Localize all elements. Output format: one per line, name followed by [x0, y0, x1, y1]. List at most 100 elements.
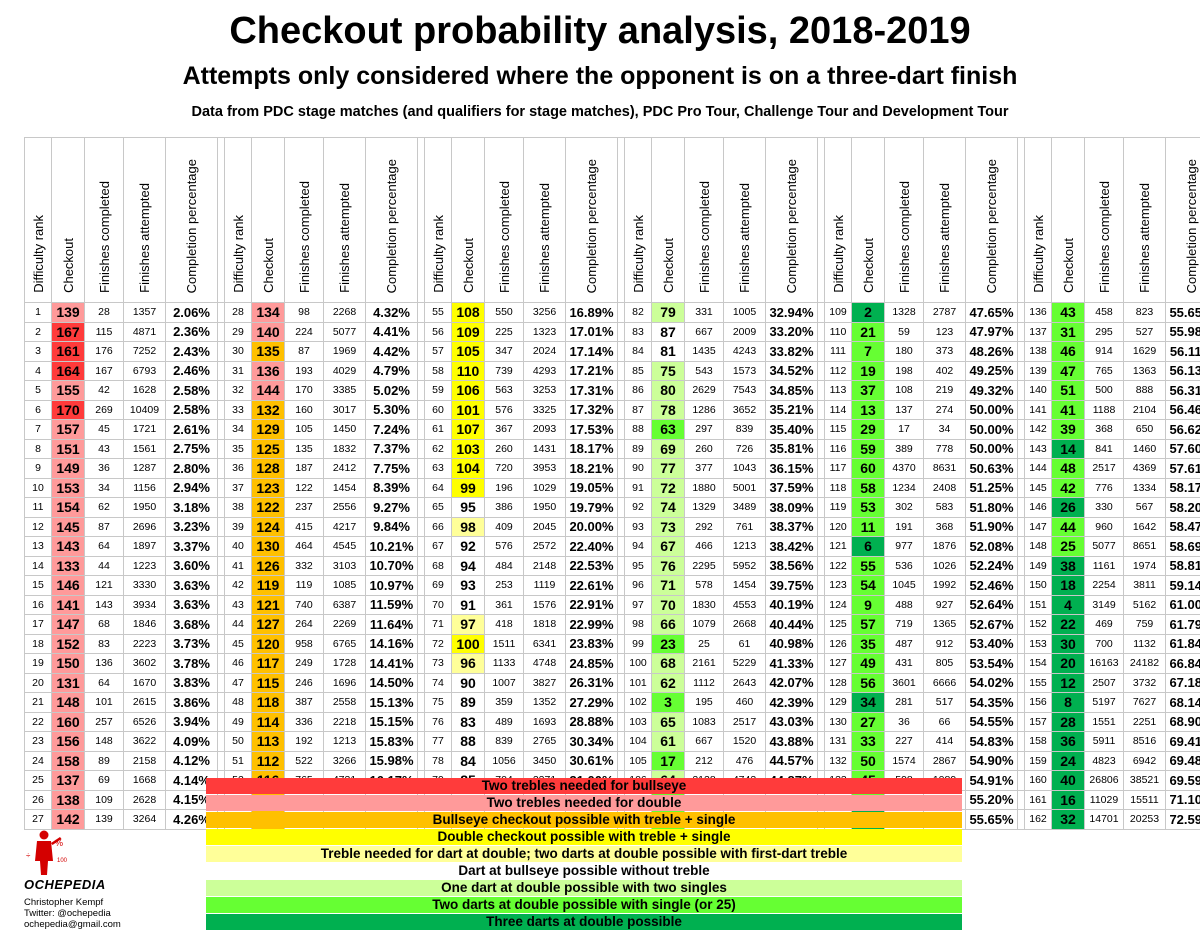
checkout-cell: 53 [851, 497, 885, 518]
checkout-cell: 44 [1051, 516, 1085, 537]
attempted-cell: 1029 [523, 477, 566, 498]
checkout-cell: 124 [251, 516, 285, 537]
rank-cell: 10 [24, 477, 52, 498]
rank-cell: 15 [24, 575, 52, 596]
pct-cell: 55.65% [965, 809, 1018, 830]
completed-cell: 1056 [484, 750, 524, 771]
checkout-cell: 92 [451, 536, 485, 557]
column-header: Finishes completed [284, 137, 324, 303]
completed-cell: 105 [284, 419, 324, 440]
pct-cell: 58.69% [1165, 536, 1200, 557]
completed-cell: 500 [1084, 380, 1124, 401]
attempted-cell: 3934 [123, 594, 166, 615]
block-separator [617, 575, 625, 596]
attempted-cell: 1323 [523, 321, 566, 342]
block-separator [417, 614, 425, 635]
block-separator [1017, 633, 1025, 654]
checkout-cell: 117 [251, 653, 285, 674]
block-separator [417, 672, 425, 693]
completed-cell: 2161 [684, 653, 724, 674]
block-separator [417, 302, 425, 323]
pct-cell: 10.21% [365, 536, 418, 557]
attempted-cell: 2269 [323, 614, 366, 635]
block-separator [817, 477, 825, 498]
rank-cell: 90 [624, 458, 652, 479]
rank-cell: 89 [624, 438, 652, 459]
block-separator [617, 516, 625, 537]
attempted-cell: 823 [1123, 302, 1166, 323]
rank-cell: 121 [824, 536, 852, 557]
pct-cell: 52.24% [965, 555, 1018, 576]
completed-cell: 1574 [884, 750, 924, 771]
table-row: 17 147 68 1846 3.68% 44 127 264 2269 11.64% 71 97 41… [24, 614, 1200, 635]
pct-cell: 4.15% [165, 789, 218, 810]
attempted-cell: 778 [923, 438, 966, 459]
attempted-cell: 761 [723, 516, 766, 537]
pct-cell: 3.83% [165, 672, 218, 693]
completed-cell: 2517 [1084, 458, 1124, 479]
attempted-cell: 7543 [723, 380, 766, 401]
checkout-cell: 7 [851, 341, 885, 362]
completed-cell: 958 [284, 633, 324, 654]
completed-cell: 1007 [484, 672, 524, 693]
checkout-cell: 23 [651, 633, 685, 654]
completed-cell: 115 [84, 321, 124, 342]
legend-item: One dart at double possible with two sin… [206, 880, 962, 896]
completed-cell: 2507 [1084, 672, 1124, 693]
block-separator [417, 711, 425, 732]
attempted-cell: 2628 [123, 789, 166, 810]
rank-cell: 74 [424, 672, 452, 693]
table-row: 10 153 34 1156 2.94% 37 123 122 1454 8.39% 64 99 196… [24, 477, 1200, 498]
attempted-cell: 1213 [323, 731, 366, 752]
pct-cell: 52.67% [965, 614, 1018, 635]
column-header: Difficulty rank [824, 137, 852, 303]
rank-cell: 96 [624, 575, 652, 596]
rank-cell: 63 [424, 458, 452, 479]
table-row: 3 161 176 7252 2.43% 30 135 87 1969 4.42% 57 105 347… [24, 341, 1200, 362]
completed-cell: 4823 [1084, 750, 1124, 771]
completed-cell: 62 [84, 497, 124, 518]
checkout-cell: 76 [651, 555, 685, 576]
pct-cell: 17.32% [565, 399, 618, 420]
rank-cell: 116 [824, 438, 852, 459]
table-row: 19 150 136 3602 3.78% 46 117 249 1728 14.41% 73 96 1… [24, 653, 1200, 674]
rank-cell: 16 [24, 594, 52, 615]
block-separator [1017, 594, 1025, 615]
checkout-cell: 115 [251, 672, 285, 693]
block-separator [217, 516, 225, 537]
legend-item: Double checkout possible with treble + s… [206, 829, 962, 845]
pct-cell: 14.41% [365, 653, 418, 674]
pct-cell: 36.15% [765, 458, 818, 479]
attempted-cell: 2668 [723, 614, 766, 635]
completed-cell: 740 [284, 594, 324, 615]
rank-cell: 117 [824, 458, 852, 479]
pct-cell: 50.00% [965, 399, 1018, 420]
block-separator [1017, 419, 1025, 440]
logo-mark-percent: % [55, 838, 63, 848]
checkout-cell: 26 [1051, 497, 1085, 518]
rank-cell: 86 [624, 380, 652, 401]
pct-cell: 41.33% [765, 653, 818, 674]
column-header: Checkout [1051, 137, 1085, 303]
pct-cell: 19.79% [565, 497, 618, 518]
rank-cell: 158 [1024, 731, 1052, 752]
rank-cell: 56 [424, 321, 452, 342]
checkout-cell: 74 [651, 497, 685, 518]
column-header-label: Finishes completed [96, 181, 112, 293]
attempted-cell: 61 [723, 633, 766, 654]
rank-cell: 112 [824, 360, 852, 381]
checkout-cell: 128 [251, 458, 285, 479]
attempted-cell: 2572 [523, 536, 566, 557]
block-separator [1017, 137, 1025, 303]
checkout-cell: 41 [1051, 399, 1085, 420]
checkout-cell: 93 [451, 575, 485, 596]
pct-cell: 55.65% [1165, 302, 1200, 323]
rank-cell: 66 [424, 516, 452, 537]
rank-cell: 104 [624, 731, 652, 752]
completed-cell: 87 [84, 516, 124, 537]
column-header-label: Difficulty rank [30, 215, 46, 293]
rank-cell: 103 [624, 711, 652, 732]
completed-cell: 136 [84, 653, 124, 674]
checkout-cell: 83 [451, 711, 485, 732]
pct-cell: 37.59% [765, 477, 818, 498]
